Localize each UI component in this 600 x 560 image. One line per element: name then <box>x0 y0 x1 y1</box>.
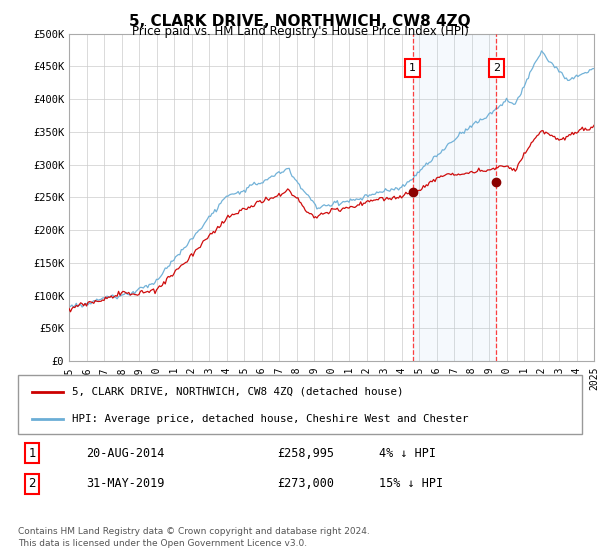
Text: 2: 2 <box>28 477 36 491</box>
Text: 15% ↓ HPI: 15% ↓ HPI <box>379 477 443 491</box>
Text: Contains HM Land Registry data © Crown copyright and database right 2024.: Contains HM Land Registry data © Crown c… <box>18 528 370 536</box>
Bar <box>413 34 496 361</box>
Text: This data is licensed under the Open Government Licence v3.0.: This data is licensed under the Open Gov… <box>18 539 307 548</box>
Text: 1: 1 <box>409 63 416 73</box>
Text: 31-MAY-2019: 31-MAY-2019 <box>86 477 164 491</box>
Text: Price paid vs. HM Land Registry's House Price Index (HPI): Price paid vs. HM Land Registry's House … <box>131 25 469 38</box>
Text: 5, CLARK DRIVE, NORTHWICH, CW8 4ZQ (detached house): 5, CLARK DRIVE, NORTHWICH, CW8 4ZQ (deta… <box>71 386 403 396</box>
Text: 2: 2 <box>493 63 500 73</box>
Text: HPI: Average price, detached house, Cheshire West and Chester: HPI: Average price, detached house, Ches… <box>71 414 468 424</box>
Text: 20-AUG-2014: 20-AUG-2014 <box>86 446 164 460</box>
Text: 5, CLARK DRIVE, NORTHWICH, CW8 4ZQ: 5, CLARK DRIVE, NORTHWICH, CW8 4ZQ <box>129 14 471 29</box>
Text: 4% ↓ HPI: 4% ↓ HPI <box>379 446 436 460</box>
Text: £258,995: £258,995 <box>277 446 334 460</box>
FancyBboxPatch shape <box>18 375 582 434</box>
Text: 1: 1 <box>28 446 36 460</box>
Text: £273,000: £273,000 <box>277 477 334 491</box>
